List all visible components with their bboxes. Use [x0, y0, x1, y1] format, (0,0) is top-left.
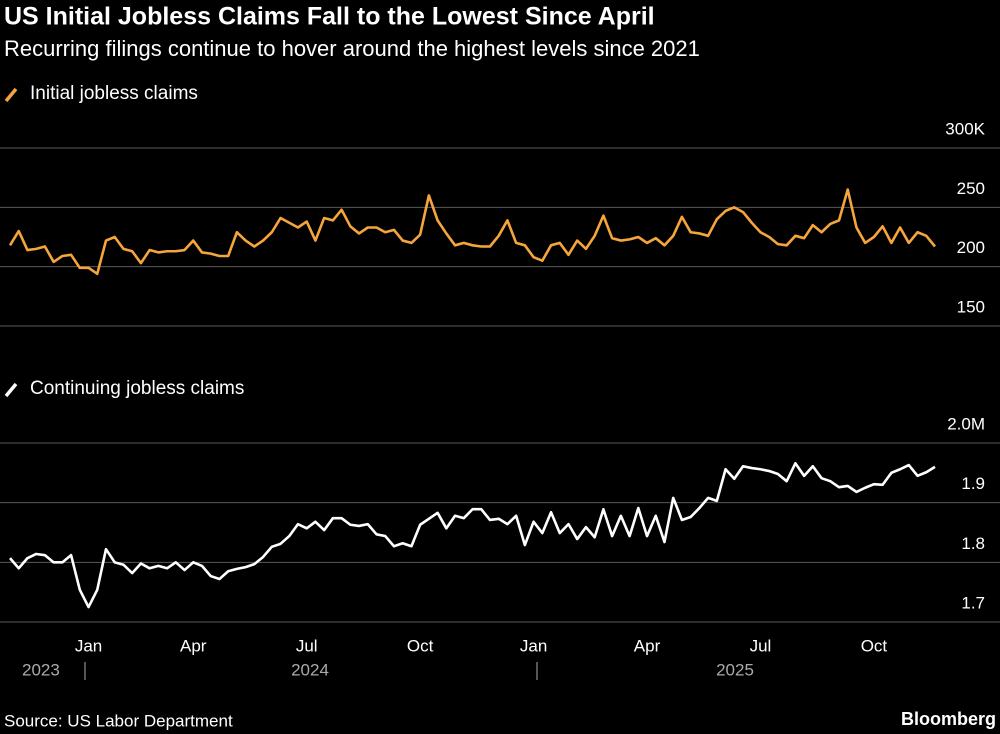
y-tick-label: 200	[957, 238, 985, 257]
legend-swatch	[4, 87, 18, 103]
x-tick-label: Apr	[634, 636, 661, 655]
line-series	[9, 461, 936, 609]
y-tick-label: 250	[957, 179, 985, 198]
y-tick-label: 1.8	[961, 534, 985, 553]
x-tick-label: Oct	[407, 636, 434, 655]
x-year-label: 2024	[291, 660, 329, 679]
x-year-label: 2023	[22, 660, 60, 679]
chart-subtitle: Recurring filings continue to hover arou…	[4, 36, 700, 61]
source: Source: US Labor Department	[4, 711, 233, 730]
x-tick-label: Apr	[180, 636, 207, 655]
line-series	[8, 188, 937, 276]
legend-label: Continuing jobless claims	[30, 378, 244, 399]
y-tick-label: 2.0M	[947, 414, 985, 433]
x-tick-label: Jul	[750, 636, 772, 655]
legend-swatch	[4, 382, 18, 398]
y-tick-label: 300K	[945, 119, 985, 138]
x-tick-label: Oct	[861, 636, 888, 655]
x-year-label: 2025	[716, 660, 754, 679]
x-tick-label: Jan	[520, 636, 547, 655]
x-tick-label: Jul	[296, 636, 318, 655]
legend-label: Initial jobless claims	[30, 83, 198, 104]
chart-title: US Initial Jobless Claims Fall to the Lo…	[4, 3, 655, 31]
brand: Bloomberg	[901, 709, 996, 729]
y-tick-label: 150	[957, 297, 985, 316]
y-tick-label: 1.9	[961, 474, 985, 493]
x-tick-label: Jan	[75, 636, 102, 655]
y-tick-label: 1.7	[961, 593, 985, 612]
